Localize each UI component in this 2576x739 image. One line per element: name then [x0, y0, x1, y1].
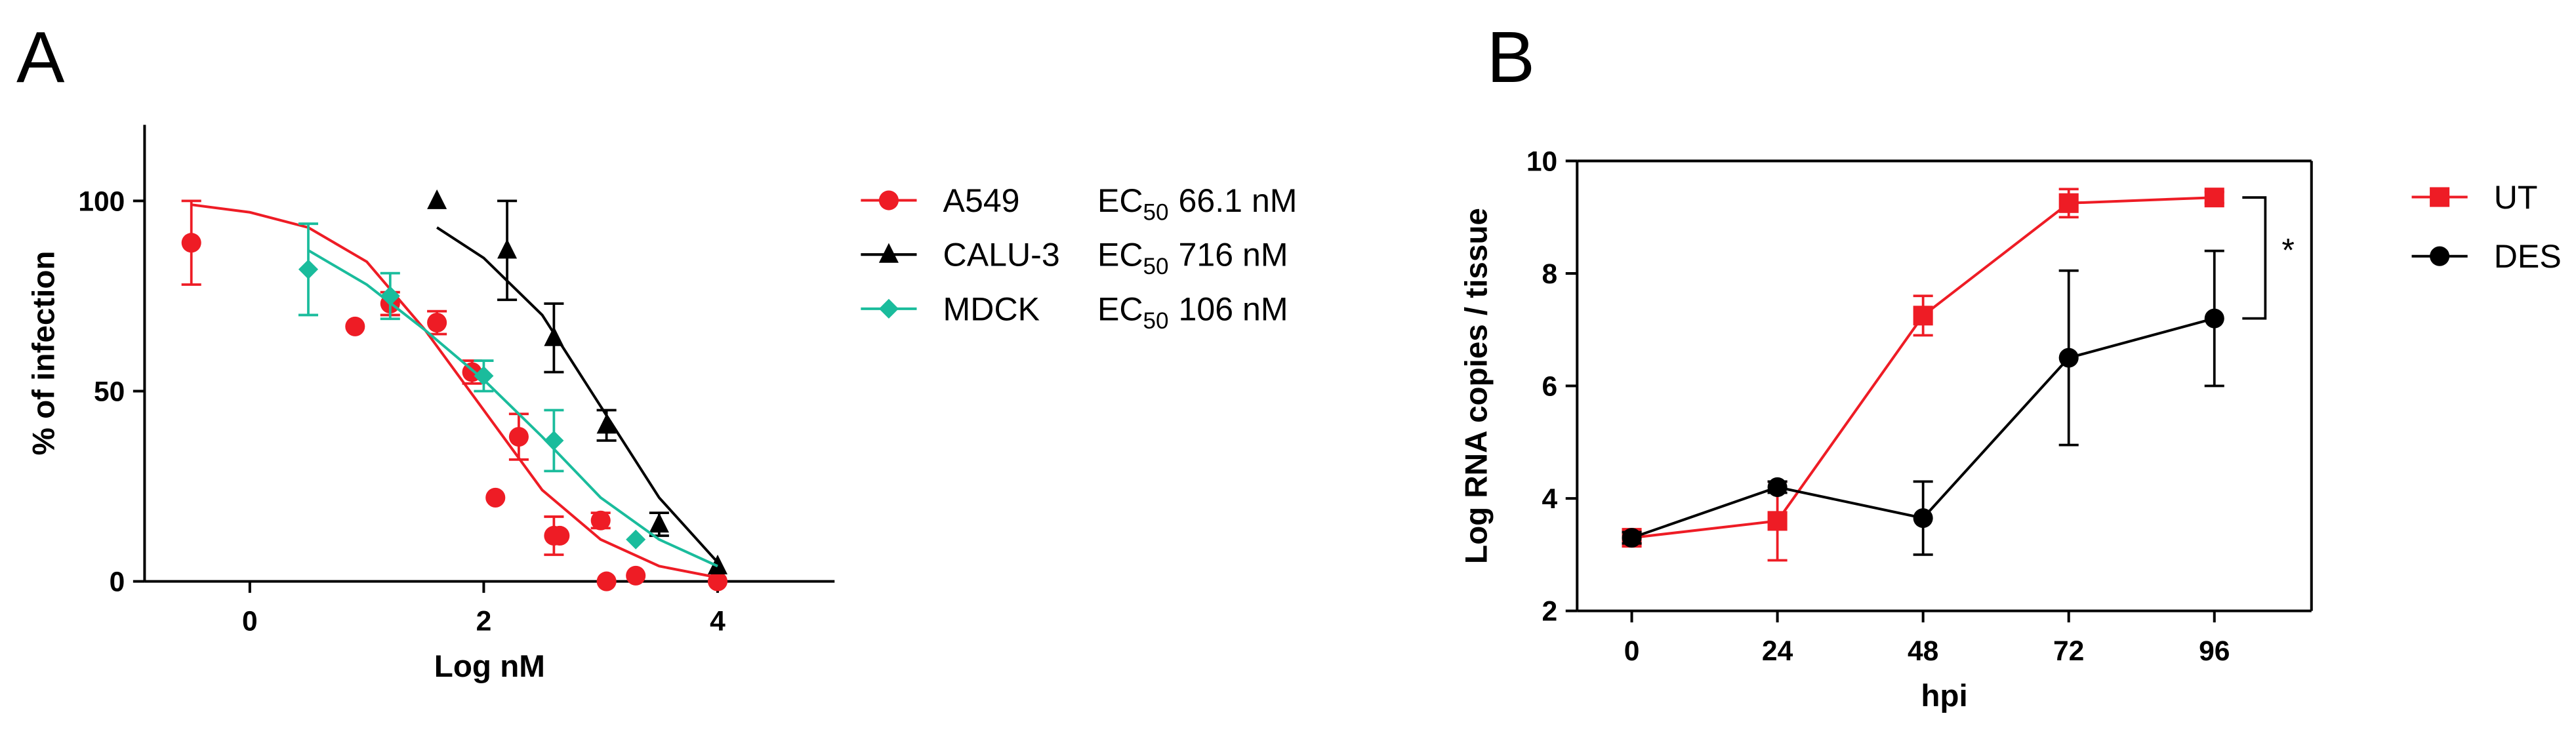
marker	[298, 259, 319, 279]
x-tick-label: 4	[710, 606, 726, 637]
marker	[544, 326, 564, 346]
marker	[2430, 187, 2450, 207]
y-tick-label: 0	[110, 567, 125, 598]
significance-label: *	[2281, 231, 2295, 268]
annotation-text: 106 nM	[1179, 290, 1288, 327]
x-tick-label: 24	[1762, 635, 1793, 667]
marker	[427, 189, 447, 209]
x-tick-label: 96	[2199, 635, 2230, 667]
annotation-text: 66.1 nM	[1179, 182, 1298, 219]
annotation-text: 716 nM	[1179, 237, 1288, 273]
marker	[427, 313, 447, 333]
marker	[596, 414, 617, 434]
marker	[596, 571, 617, 591]
marker	[2430, 246, 2450, 266]
legend-label: UT	[2494, 179, 2538, 216]
marker	[1767, 477, 1788, 497]
y-tick-label: 8	[1542, 258, 1558, 290]
x-tick-label: 0	[1624, 635, 1640, 667]
x-tick-label: 0	[242, 606, 258, 637]
legend-label: DES	[2494, 238, 2562, 275]
fit-curve	[307, 249, 718, 568]
annotation-prefix: EC	[1097, 290, 1143, 327]
marker	[626, 565, 646, 586]
y-tick-label: 4	[1542, 483, 1558, 515]
marker	[626, 529, 646, 549]
annotation-prefix: EC	[1097, 237, 1143, 273]
marker	[544, 430, 564, 450]
marker	[345, 316, 365, 336]
y-tick-label: 2	[1542, 596, 1558, 628]
x-tick-label: 2	[476, 606, 492, 637]
x-tick-label: 72	[2053, 635, 2084, 667]
marker	[380, 286, 400, 306]
fit-curve	[191, 203, 718, 579]
y-axis-label: Log RNA copies / tissue	[1460, 208, 1494, 564]
fit-curve	[436, 226, 719, 563]
marker	[707, 571, 728, 591]
marker	[2058, 348, 2079, 368]
legend-annotation: EC50 716 nM	[1097, 237, 1288, 280]
x-tick-label: 48	[1908, 635, 1938, 667]
marker	[707, 554, 728, 574]
panel-label: B	[1487, 17, 1536, 98]
y-axis-label: % of infection	[27, 251, 62, 456]
legend-label: CALU-3	[943, 237, 1060, 273]
marker	[497, 239, 518, 259]
y-tick-label: 6	[1542, 371, 1558, 403]
marker	[2204, 188, 2224, 208]
marker	[590, 510, 611, 530]
legend-annotation: EC50 66.1 nM	[1097, 182, 1298, 226]
marker	[508, 427, 529, 447]
marker	[1913, 508, 1933, 529]
annotation-subscript: 50	[1143, 308, 1169, 334]
marker	[878, 243, 899, 263]
marker	[649, 513, 669, 533]
marker	[1622, 528, 1642, 548]
legend-label: A549	[943, 182, 1020, 219]
marker	[878, 190, 899, 210]
marker	[2058, 193, 2079, 213]
annotation-prefix: EC	[1097, 182, 1143, 219]
annotation-subscript: 50	[1143, 254, 1169, 279]
marker	[878, 298, 899, 319]
marker	[1767, 511, 1788, 531]
y-tick-label: 100	[78, 186, 125, 217]
panel-label: A	[16, 17, 65, 98]
annotation-subscript: 50	[1143, 200, 1169, 226]
marker	[485, 487, 506, 508]
significance-bracket	[2242, 196, 2267, 320]
y-tick-label: 10	[1526, 146, 1557, 177]
marker	[181, 233, 201, 253]
x-axis-label: Log nM	[434, 649, 545, 684]
y-tick-label: 50	[94, 376, 125, 408]
legend-annotation: EC50 106 nM	[1097, 290, 1288, 334]
marker	[2204, 308, 2224, 329]
marker	[1913, 306, 1933, 326]
marker	[550, 525, 570, 546]
x-axis-label: hpi	[1921, 679, 1967, 713]
legend-label: MDCK	[943, 290, 1040, 327]
